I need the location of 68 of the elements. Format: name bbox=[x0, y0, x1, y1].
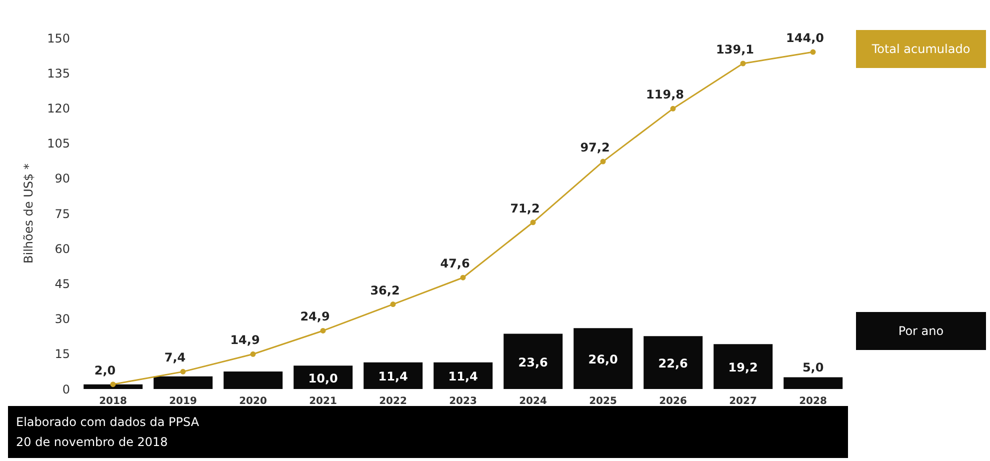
x-tick-label: 2019 bbox=[169, 396, 197, 408]
point bbox=[250, 351, 256, 357]
point bbox=[530, 220, 536, 226]
y-tick-label: 30 bbox=[54, 312, 70, 326]
y-tick-label: 120 bbox=[47, 101, 70, 116]
bar bbox=[434, 362, 493, 389]
y-tick-label: 0 bbox=[62, 382, 70, 396]
point bbox=[180, 368, 186, 374]
data-label: 19,2 bbox=[728, 360, 758, 375]
x-tick-label: 2022 bbox=[379, 396, 407, 408]
bar bbox=[84, 384, 143, 389]
bar bbox=[294, 366, 353, 389]
x-tick-label: 2028 bbox=[799, 396, 827, 408]
bar bbox=[364, 362, 423, 389]
bar bbox=[224, 371, 283, 389]
point bbox=[600, 158, 606, 164]
x-tick-label: 2021 bbox=[309, 396, 337, 408]
point bbox=[110, 382, 116, 388]
text: Por ano bbox=[856, 312, 986, 350]
x-tick-label: 2026 bbox=[659, 396, 687, 408]
data-label: 97,2 bbox=[580, 140, 610, 155]
bar bbox=[784, 377, 843, 389]
point bbox=[460, 274, 466, 280]
y-axis-title: Bilhões de US$ * bbox=[21, 164, 36, 264]
point bbox=[320, 328, 326, 334]
data-label: 5,0 bbox=[802, 360, 824, 374]
point bbox=[390, 302, 396, 308]
y-tick-label: 150 bbox=[47, 31, 70, 46]
data-label: 36,2 bbox=[370, 283, 400, 298]
bar bbox=[504, 334, 563, 389]
text: Elaborado com dados da PPSA bbox=[16, 414, 200, 431]
data-label: 10,0 bbox=[308, 371, 338, 386]
y-tick-label: 135 bbox=[47, 66, 70, 80]
bar bbox=[714, 344, 773, 389]
data-label: 2,0 bbox=[94, 363, 116, 378]
text: 20 de novembro de 2018 bbox=[16, 434, 169, 451]
y-tick-label: 105 bbox=[47, 136, 70, 151]
bar bbox=[574, 328, 633, 389]
data-label: 71,2 bbox=[510, 201, 540, 216]
point bbox=[670, 106, 676, 112]
data-label: 26,0 bbox=[588, 352, 618, 367]
data-label: 119,8 bbox=[646, 88, 684, 102]
data-label: 144,0 bbox=[786, 31, 824, 46]
y-tick-label: 45 bbox=[54, 276, 70, 291]
point bbox=[810, 49, 816, 55]
y-tick-label: 75 bbox=[54, 206, 70, 221]
data-label: 24,9 bbox=[300, 310, 330, 324]
data-label: 11,4 bbox=[378, 370, 408, 384]
y-tick-label: 15 bbox=[54, 347, 70, 362]
x-tick-label: 2018 bbox=[99, 396, 127, 408]
y-tick-label: 90 bbox=[54, 172, 70, 186]
data-label: 47,6 bbox=[440, 256, 470, 271]
x-tick-label: 2023 bbox=[449, 396, 477, 408]
x-tick-label: 2027 bbox=[729, 396, 757, 408]
data-label: 7,4 bbox=[164, 350, 186, 365]
x-tick-label: 2024 bbox=[519, 396, 547, 408]
bar bbox=[644, 336, 703, 389]
point bbox=[740, 60, 746, 66]
x-tick-label: 2020 bbox=[239, 396, 267, 408]
data-label: 139,1 bbox=[716, 42, 754, 57]
data-label: 14,9 bbox=[230, 333, 260, 348]
data-label: 11,4 bbox=[448, 370, 478, 384]
text: Total acumulado bbox=[856, 30, 986, 68]
data-label: 22,6 bbox=[658, 356, 688, 371]
y-tick-label: 60 bbox=[54, 242, 70, 256]
x-tick-label: 2025 bbox=[589, 396, 617, 408]
data-label: 23,6 bbox=[518, 355, 548, 370]
bar bbox=[154, 376, 213, 389]
